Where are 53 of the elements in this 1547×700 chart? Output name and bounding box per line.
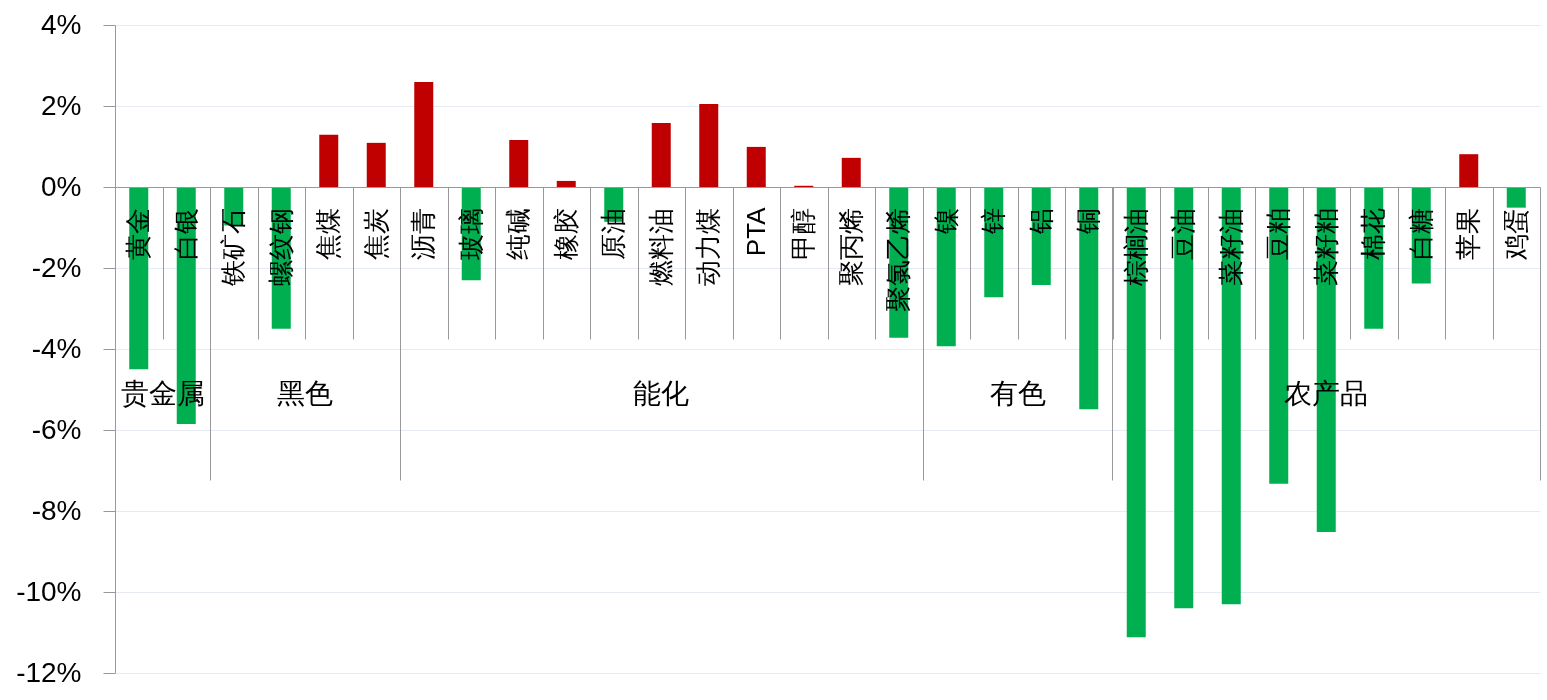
y-tick-label: 4% <box>41 8 82 40</box>
x-tick-label: 镍 <box>930 207 961 235</box>
x-tick-label: 纯碱 <box>503 207 534 260</box>
y-tick-label: -10% <box>16 575 82 607</box>
y-tick-label: -2% <box>31 251 82 283</box>
x-tick-label: 聚氯乙烯 <box>883 207 914 312</box>
x-tick-label: 豆油 <box>1168 207 1199 260</box>
bar <box>699 103 719 187</box>
bar <box>1459 154 1479 187</box>
bar <box>509 140 529 187</box>
x-tick-label: 橡胶 <box>550 207 581 260</box>
x-tick-label: 棕榈油 <box>1120 207 1151 286</box>
x-tick-label: 黄金 <box>123 207 154 260</box>
y-tick-label: -4% <box>31 332 82 364</box>
y-tick-label: -8% <box>31 494 82 526</box>
x-tick-label: 铜 <box>1073 207 1104 235</box>
x-tick-label: 动力煤 <box>693 207 724 286</box>
x-tick-label: 苹果 <box>1453 207 1484 260</box>
x-tick-label: 螺纹钢 <box>265 207 296 286</box>
annotation: 有色 <box>989 378 1046 409</box>
x-tick-label: 菜籽油 <box>1215 207 1246 286</box>
x-tick-label: 鸡蛋 <box>1500 207 1531 261</box>
bar <box>366 142 386 187</box>
x-tick-label: 甲醇 <box>788 207 819 260</box>
y-tick-label: 0% <box>41 170 82 202</box>
x-tick-label: 豆粕 <box>1263 207 1294 260</box>
bar <box>556 180 576 187</box>
x-tick-label: 玻璃 <box>455 207 486 260</box>
x-tick-label: 燃料油 <box>645 207 676 286</box>
y-tick-label: -6% <box>31 413 82 445</box>
x-tick-label: 菜籽粕 <box>1310 207 1341 286</box>
bar <box>651 123 671 187</box>
x-tick-label: 棉花 <box>1358 207 1389 260</box>
x-tick-label: 沥青 <box>408 207 439 260</box>
bar <box>746 146 766 187</box>
bar <box>414 82 434 187</box>
x-tick-label: 聚丙烯 <box>835 207 866 286</box>
x-tick-label: 原油 <box>598 207 629 260</box>
x-tick-label: 焦炭 <box>360 207 391 260</box>
bar <box>1506 187 1526 208</box>
x-tick-label: 白银 <box>170 207 201 260</box>
bar <box>841 157 861 187</box>
x-tick-label: 铁矿石 <box>218 207 249 287</box>
annotation: 黑色 <box>277 378 333 409</box>
x-tick-label: 焦煤 <box>313 207 344 260</box>
bar <box>319 134 339 187</box>
x-tick-label: 铝 <box>1025 207 1056 235</box>
y-tick-label: 2% <box>41 89 82 121</box>
x-tick-label: PTA <box>740 206 771 257</box>
x-tick-label: 锌 <box>978 207 1009 235</box>
y-tick-label: -12% <box>16 656 82 688</box>
x-tick-label: 白糖 <box>1405 207 1436 260</box>
annotation: 能化 <box>633 378 690 409</box>
